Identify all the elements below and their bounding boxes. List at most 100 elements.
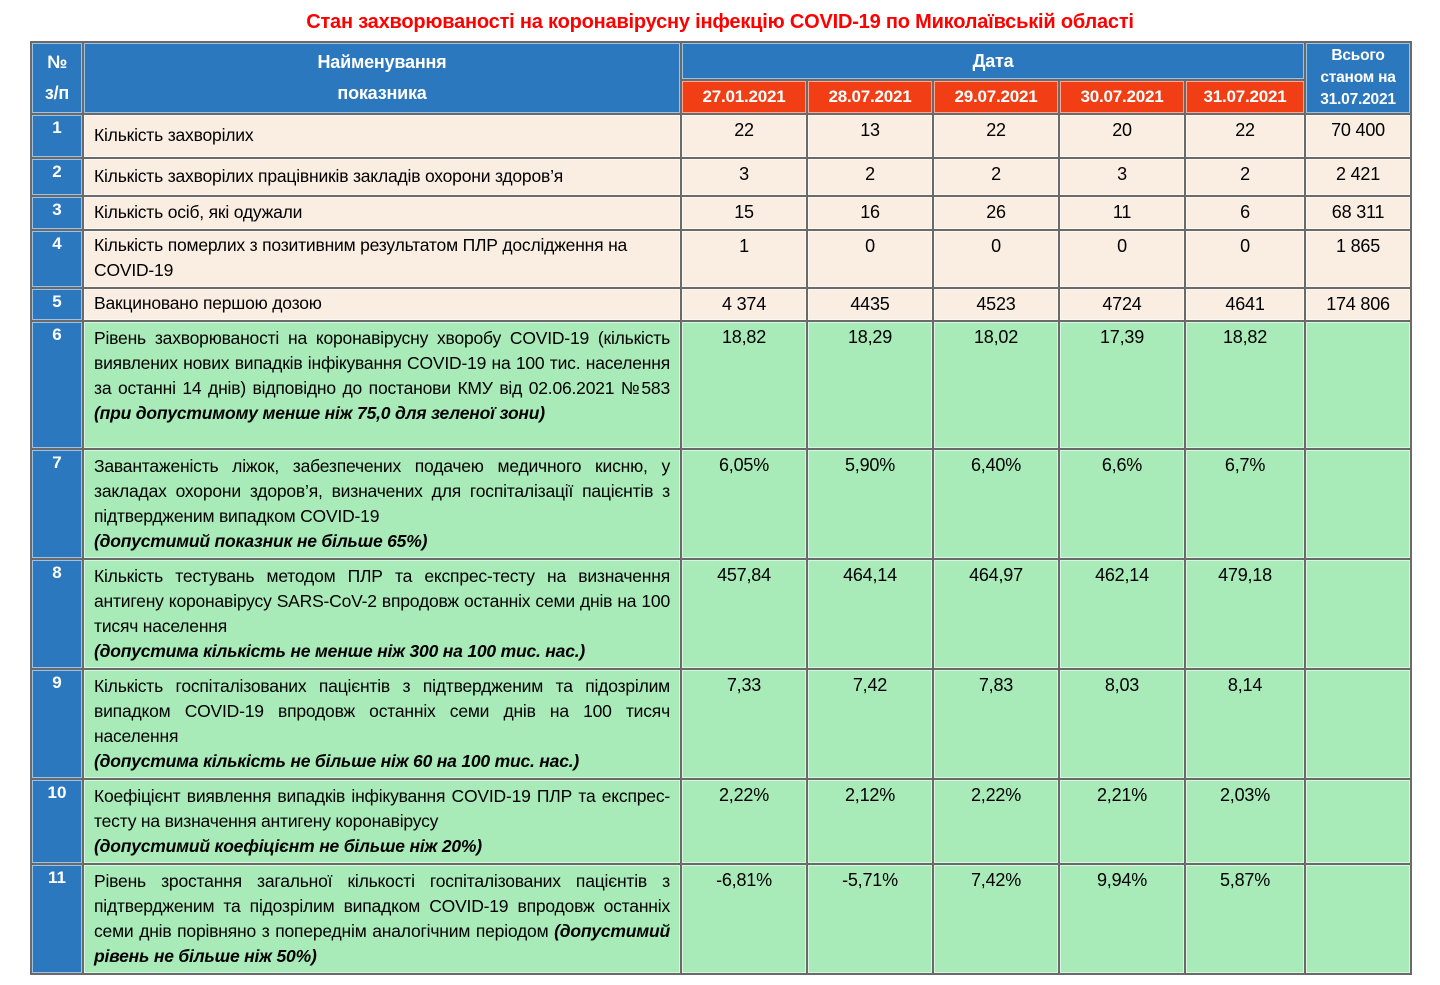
table-row: 2 Кількість захворілих працівників закла… (30, 157, 1413, 197)
value-cell: 18,82 (1183, 320, 1307, 450)
value-cell: 3 (680, 157, 808, 197)
value-cell: 2,21% (1058, 778, 1186, 865)
indicator-name-cell: Кількість захворілих працівників закладі… (82, 157, 682, 197)
value-cell: 0 (806, 229, 934, 289)
header-row-top: № з/п Найменування показника Дата Всього… (30, 40, 1413, 115)
indicator-note: (допустимий рівень не більше ніж 50%) (94, 921, 670, 966)
table-row: 5 Вакциновано першою дозою 4 374 4435 45… (30, 287, 1413, 322)
indicator-note: (допустима кількість не більше ніж 60 на… (94, 751, 580, 771)
value-cell: 462,14 (1058, 558, 1186, 670)
row-num-cell: 3 (30, 195, 84, 231)
page-title: Стан захворюваності на коронавірусну інф… (306, 11, 1134, 33)
row-num-cell: 6 (30, 320, 84, 450)
table-row: 8 Кількість тестувань методом ПЛР та екс… (30, 558, 1413, 670)
total-value-cell (1304, 558, 1413, 670)
value-cell: 2,03% (1183, 778, 1307, 865)
value-cell: 16 (806, 195, 934, 231)
total-value-cell (1304, 668, 1413, 780)
value-cell: 464,14 (806, 558, 934, 670)
header-date-cell-1: 28.07.2021 (806, 79, 934, 115)
value-cell: 6,05% (680, 448, 808, 560)
total-value-cell (1304, 448, 1413, 560)
value-cell: 2,12% (806, 778, 934, 865)
indicator-note: (при допустимому менше ніж 75,0 для зеле… (94, 403, 545, 423)
total-value-cell: 174 806 (1304, 287, 1413, 322)
indicator-name-cell: Кількість осіб, які одужали (82, 195, 682, 231)
header-num-cell: № з/п (30, 41, 84, 115)
value-cell: -6,81% (680, 863, 808, 975)
row-num-cell: 2 (30, 157, 84, 197)
value-cell: 7,42% (932, 863, 1060, 975)
value-cell: 457,84 (680, 558, 808, 670)
value-cell: 4 374 (680, 287, 808, 322)
value-cell: 18,29 (806, 320, 934, 450)
table-row: 4 Кількість померлих з позитивним резуль… (30, 229, 1413, 289)
value-cell: 13 (806, 113, 934, 159)
value-cell: 17,39 (1058, 320, 1186, 450)
row-num-cell: 9 (30, 668, 84, 780)
indicator-text: Кількість захворілих працівників закладі… (94, 165, 564, 186)
row-num-cell: 7 (30, 448, 84, 560)
table-row: 7 Завантаженість ліжок, забезпечених под… (30, 448, 1413, 560)
indicator-text: Коефіцієнт виявлення випадків інфікуванн… (94, 786, 670, 831)
header-date-cell-0: 27.01.2021 (680, 79, 808, 115)
indicator-name-cell: Завантаженість ліжок, забезпечених подач… (82, 448, 682, 560)
value-cell: 18,82 (680, 320, 808, 450)
value-cell: 6 (1183, 195, 1307, 231)
value-cell: 11 (1058, 195, 1186, 231)
table-row: 1 Кількість захворілих 22 13 22 20 22 70… (30, 113, 1413, 159)
row-num-cell: 10 (30, 778, 84, 865)
indicator-name-cell: Рівень захворюваності на коронавірусну х… (82, 320, 682, 450)
header-indicator-line1: Найменування (317, 52, 447, 72)
indicator-name-cell: Коефіцієнт виявлення випадків інфікуванн… (82, 778, 682, 865)
value-cell: 22 (932, 113, 1060, 159)
indicator-text: Кількість тестувань методом ПЛР та експр… (94, 566, 670, 636)
value-cell: 6,40% (932, 448, 1060, 560)
total-value-cell: 2 421 (1304, 157, 1413, 197)
value-cell: 5,90% (806, 448, 934, 560)
table-row: 6 Рівень захворюваності на коронавірусну… (30, 320, 1413, 450)
value-cell: 3 (1058, 157, 1186, 197)
value-cell: -5,71% (806, 863, 934, 975)
value-cell: 4724 (1058, 287, 1186, 322)
value-cell: 2,22% (680, 778, 808, 865)
value-cell: 4523 (932, 287, 1060, 322)
value-cell: 2 (932, 157, 1060, 197)
indicator-note: (допустимий коефіцієнт не більше ніж 20%… (94, 836, 482, 856)
indicator-name-cell: Рівень зростання загальної кількості гос… (82, 863, 682, 975)
row-num-cell: 4 (30, 229, 84, 289)
indicator-text: Кількість захворілих (94, 124, 254, 145)
header-indicator-line2: показника (337, 83, 427, 103)
indicator-name-cell: Кількість госпіталізованих пацієнтів з п… (82, 668, 682, 780)
value-cell: 0 (932, 229, 1060, 289)
value-cell: 7,33 (680, 668, 808, 780)
value-cell: 464,97 (932, 558, 1060, 670)
header-date-cell-2: 29.07.2021 (932, 79, 1060, 115)
value-cell: 5,87% (1183, 863, 1307, 975)
header-date-cell-3: 30.07.2021 (1058, 79, 1186, 115)
indicator-note: (допустима кількість не менше ніж 300 на… (94, 641, 586, 661)
header-num-line1: № (47, 52, 67, 72)
value-cell: 8,14 (1183, 668, 1307, 780)
value-cell: 26 (932, 195, 1060, 231)
value-cell: 18,02 (932, 320, 1060, 450)
total-value-cell: 68 311 (1304, 195, 1413, 231)
row-num-cell: 5 (30, 287, 84, 322)
value-cell: 2 (806, 157, 934, 197)
indicator-note: (допустимий показник не більше 65%) (94, 531, 428, 551)
value-cell: 20 (1058, 113, 1186, 159)
header-date-cell-4: 31.07.2021 (1183, 79, 1307, 115)
indicator-text: Рівень захворюваності на коронавірусну х… (94, 328, 670, 398)
value-cell: 15 (680, 195, 808, 231)
total-value-cell (1304, 863, 1413, 975)
value-cell: 7,83 (932, 668, 1060, 780)
value-cell: 1 (680, 229, 808, 289)
indicator-text: Рівень зростання загальної кількості гос… (94, 871, 670, 941)
value-cell: 9,94% (1058, 863, 1186, 975)
value-cell: 0 (1183, 229, 1307, 289)
indicator-name-cell: Вакциновано першою дозою (82, 287, 682, 322)
total-value-cell (1304, 778, 1413, 865)
indicator-text: Кількість госпіталізованих пацієнтів з п… (94, 676, 670, 746)
row-num-cell: 11 (30, 863, 84, 975)
indicator-name-cell: Кількість захворілих (82, 113, 682, 159)
